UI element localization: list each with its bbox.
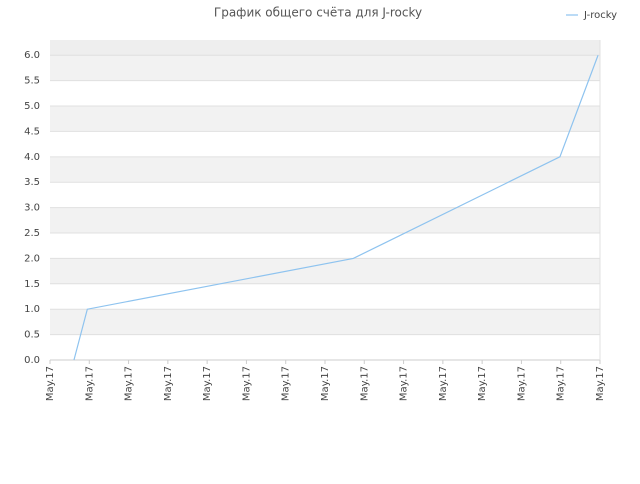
grid-band (50, 258, 600, 284)
y-tick-label: 0.5 (24, 330, 40, 341)
x-tick-label: May.17 (84, 366, 95, 401)
legend-label: J-rocky (583, 10, 617, 21)
y-tick-label: 6.0 (24, 50, 40, 61)
x-tick-label: May.17 (359, 366, 370, 401)
y-tick-label: 4.0 (24, 152, 40, 163)
plot-background (50, 40, 600, 360)
y-tick-label: 0.0 (24, 355, 40, 366)
grid-band (50, 207, 600, 234)
x-tick-label: May.17 (556, 366, 567, 401)
y-tick-label: 1.0 (24, 304, 40, 315)
grid-band (50, 309, 600, 335)
y-tick-label: 1.5 (24, 279, 40, 290)
y-tick-label: 2.5 (24, 228, 40, 239)
grid-band (50, 40, 600, 56)
y-tick-label: 3.5 (24, 177, 40, 188)
grid-band (50, 156, 600, 183)
data-line (73, 55, 599, 361)
y-tick-label: 5.0 (24, 101, 40, 112)
x-tick-label: May.17 (281, 366, 292, 401)
x-tick-label: May.17 (124, 366, 135, 401)
x-tick-label: May.17 (241, 366, 252, 401)
x-tick-label: May.17 (438, 366, 449, 401)
x-tick-label: May.17 (320, 366, 331, 401)
x-tick-label: May.17 (163, 366, 174, 401)
x-tick-label: May.17 (202, 366, 213, 401)
chart-title: График общего счёта для J-rocky (214, 6, 422, 20)
x-tick-label: May.17 (477, 366, 488, 401)
x-tick-label: May.17 (595, 366, 606, 401)
y-tick-label: 2.0 (24, 253, 40, 264)
y-tick-label: 5.5 (24, 76, 40, 87)
x-tick-label: May.17 (45, 366, 56, 401)
grid-band (50, 106, 600, 132)
grid-band (50, 55, 600, 81)
x-tick-label: May.17 (399, 366, 410, 401)
y-tick-label: 4.5 (24, 126, 40, 137)
x-tick-label: May.17 (516, 366, 527, 401)
y-tick-label: 3.0 (24, 203, 40, 214)
